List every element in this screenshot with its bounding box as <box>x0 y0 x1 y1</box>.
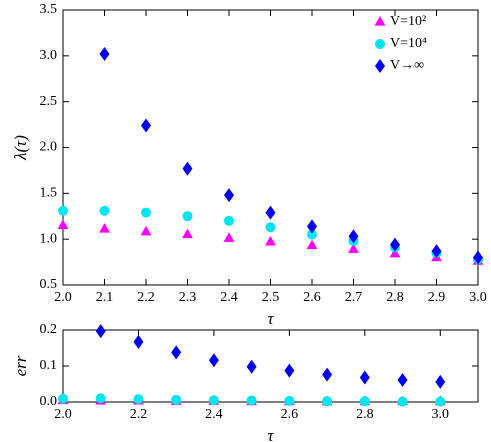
point <box>322 396 333 407</box>
point <box>99 223 110 233</box>
point <box>389 247 401 258</box>
point <box>284 363 295 378</box>
point <box>397 396 408 407</box>
point <box>322 367 333 382</box>
y-tick-label: 3.5 <box>40 2 58 17</box>
y-axis-label: λ(τ) <box>11 135 30 161</box>
x-axis-label: τ <box>267 309 274 328</box>
y-tick-label: 0.2 <box>40 322 58 337</box>
point <box>435 374 446 389</box>
point <box>435 396 446 407</box>
point <box>246 395 257 406</box>
x-tick-label: 2.5 <box>262 290 280 305</box>
y-tick-label: 0.1 <box>40 358 58 373</box>
point <box>224 215 234 226</box>
point <box>307 229 317 240</box>
legend-marker <box>375 59 385 73</box>
point <box>141 207 151 218</box>
point <box>397 373 408 388</box>
point <box>390 237 400 252</box>
point <box>141 118 151 133</box>
point <box>348 229 359 244</box>
point <box>171 345 182 360</box>
legend-label: V=10⁴ <box>390 36 427 51</box>
y-tick-label: 0.0 <box>40 394 58 409</box>
x-tick-label: 2.9 <box>428 290 446 305</box>
point <box>58 205 68 216</box>
point <box>265 235 276 246</box>
y-axis-label: err <box>11 355 30 376</box>
point <box>58 393 68 404</box>
point <box>99 47 110 61</box>
plot-frame <box>62 329 479 403</box>
point <box>171 394 182 405</box>
point <box>208 353 219 368</box>
point <box>182 228 193 239</box>
point <box>431 244 442 259</box>
point <box>57 219 69 230</box>
x-tick-label: 3.0 <box>432 407 450 422</box>
y-tick-label: 1.5 <box>40 186 58 201</box>
point <box>224 188 234 203</box>
point <box>182 211 193 222</box>
x-tick-label: 2.0 <box>54 290 72 305</box>
point <box>95 393 106 404</box>
x-tick-label: 2.8 <box>356 407 374 422</box>
point <box>140 225 152 236</box>
point <box>284 395 295 406</box>
x-tick-label: 3.0 <box>469 290 487 305</box>
point <box>359 370 370 385</box>
x-tick-label: 2.6 <box>303 290 321 305</box>
point <box>265 205 276 220</box>
point <box>99 205 110 216</box>
x-tick-label: 2.6 <box>281 407 299 422</box>
legend-marker <box>374 16 386 26</box>
point <box>307 219 317 234</box>
x-tick-label: 2.4 <box>220 290 238 305</box>
legend-label: V→∞ <box>390 58 424 73</box>
x-tick-label: 2.8 <box>386 290 404 305</box>
y-tick-label: 2.5 <box>40 94 58 109</box>
point <box>208 395 219 406</box>
legend-marker <box>375 39 385 49</box>
point <box>348 243 359 253</box>
x-tick-label: 2.1 <box>96 290 114 305</box>
y-tick-label: 0.5 <box>40 277 58 292</box>
point <box>265 222 276 233</box>
point <box>359 396 370 407</box>
x-tick-label: 2.2 <box>130 407 148 422</box>
point <box>133 394 144 405</box>
point <box>133 334 144 349</box>
point <box>473 250 483 265</box>
y-tick-label: 3.0 <box>40 48 58 63</box>
point <box>95 324 106 339</box>
point <box>182 161 193 176</box>
x-axis-label: τ <box>267 426 274 442</box>
point <box>246 359 257 374</box>
x-tick-label: 2.7 <box>345 290 363 305</box>
x-tick-label: 2.4 <box>205 407 223 422</box>
x-tick-label: 2.2 <box>137 290 155 305</box>
y-tick-label: 2.0 <box>40 140 58 155</box>
x-tick-label: 2.3 <box>179 290 197 305</box>
point <box>306 239 318 250</box>
y-tick-label: 1.0 <box>40 231 58 246</box>
legend-label: V=10² <box>390 14 426 29</box>
point <box>223 232 235 242</box>
x-tick-label: 2.0 <box>54 407 72 422</box>
